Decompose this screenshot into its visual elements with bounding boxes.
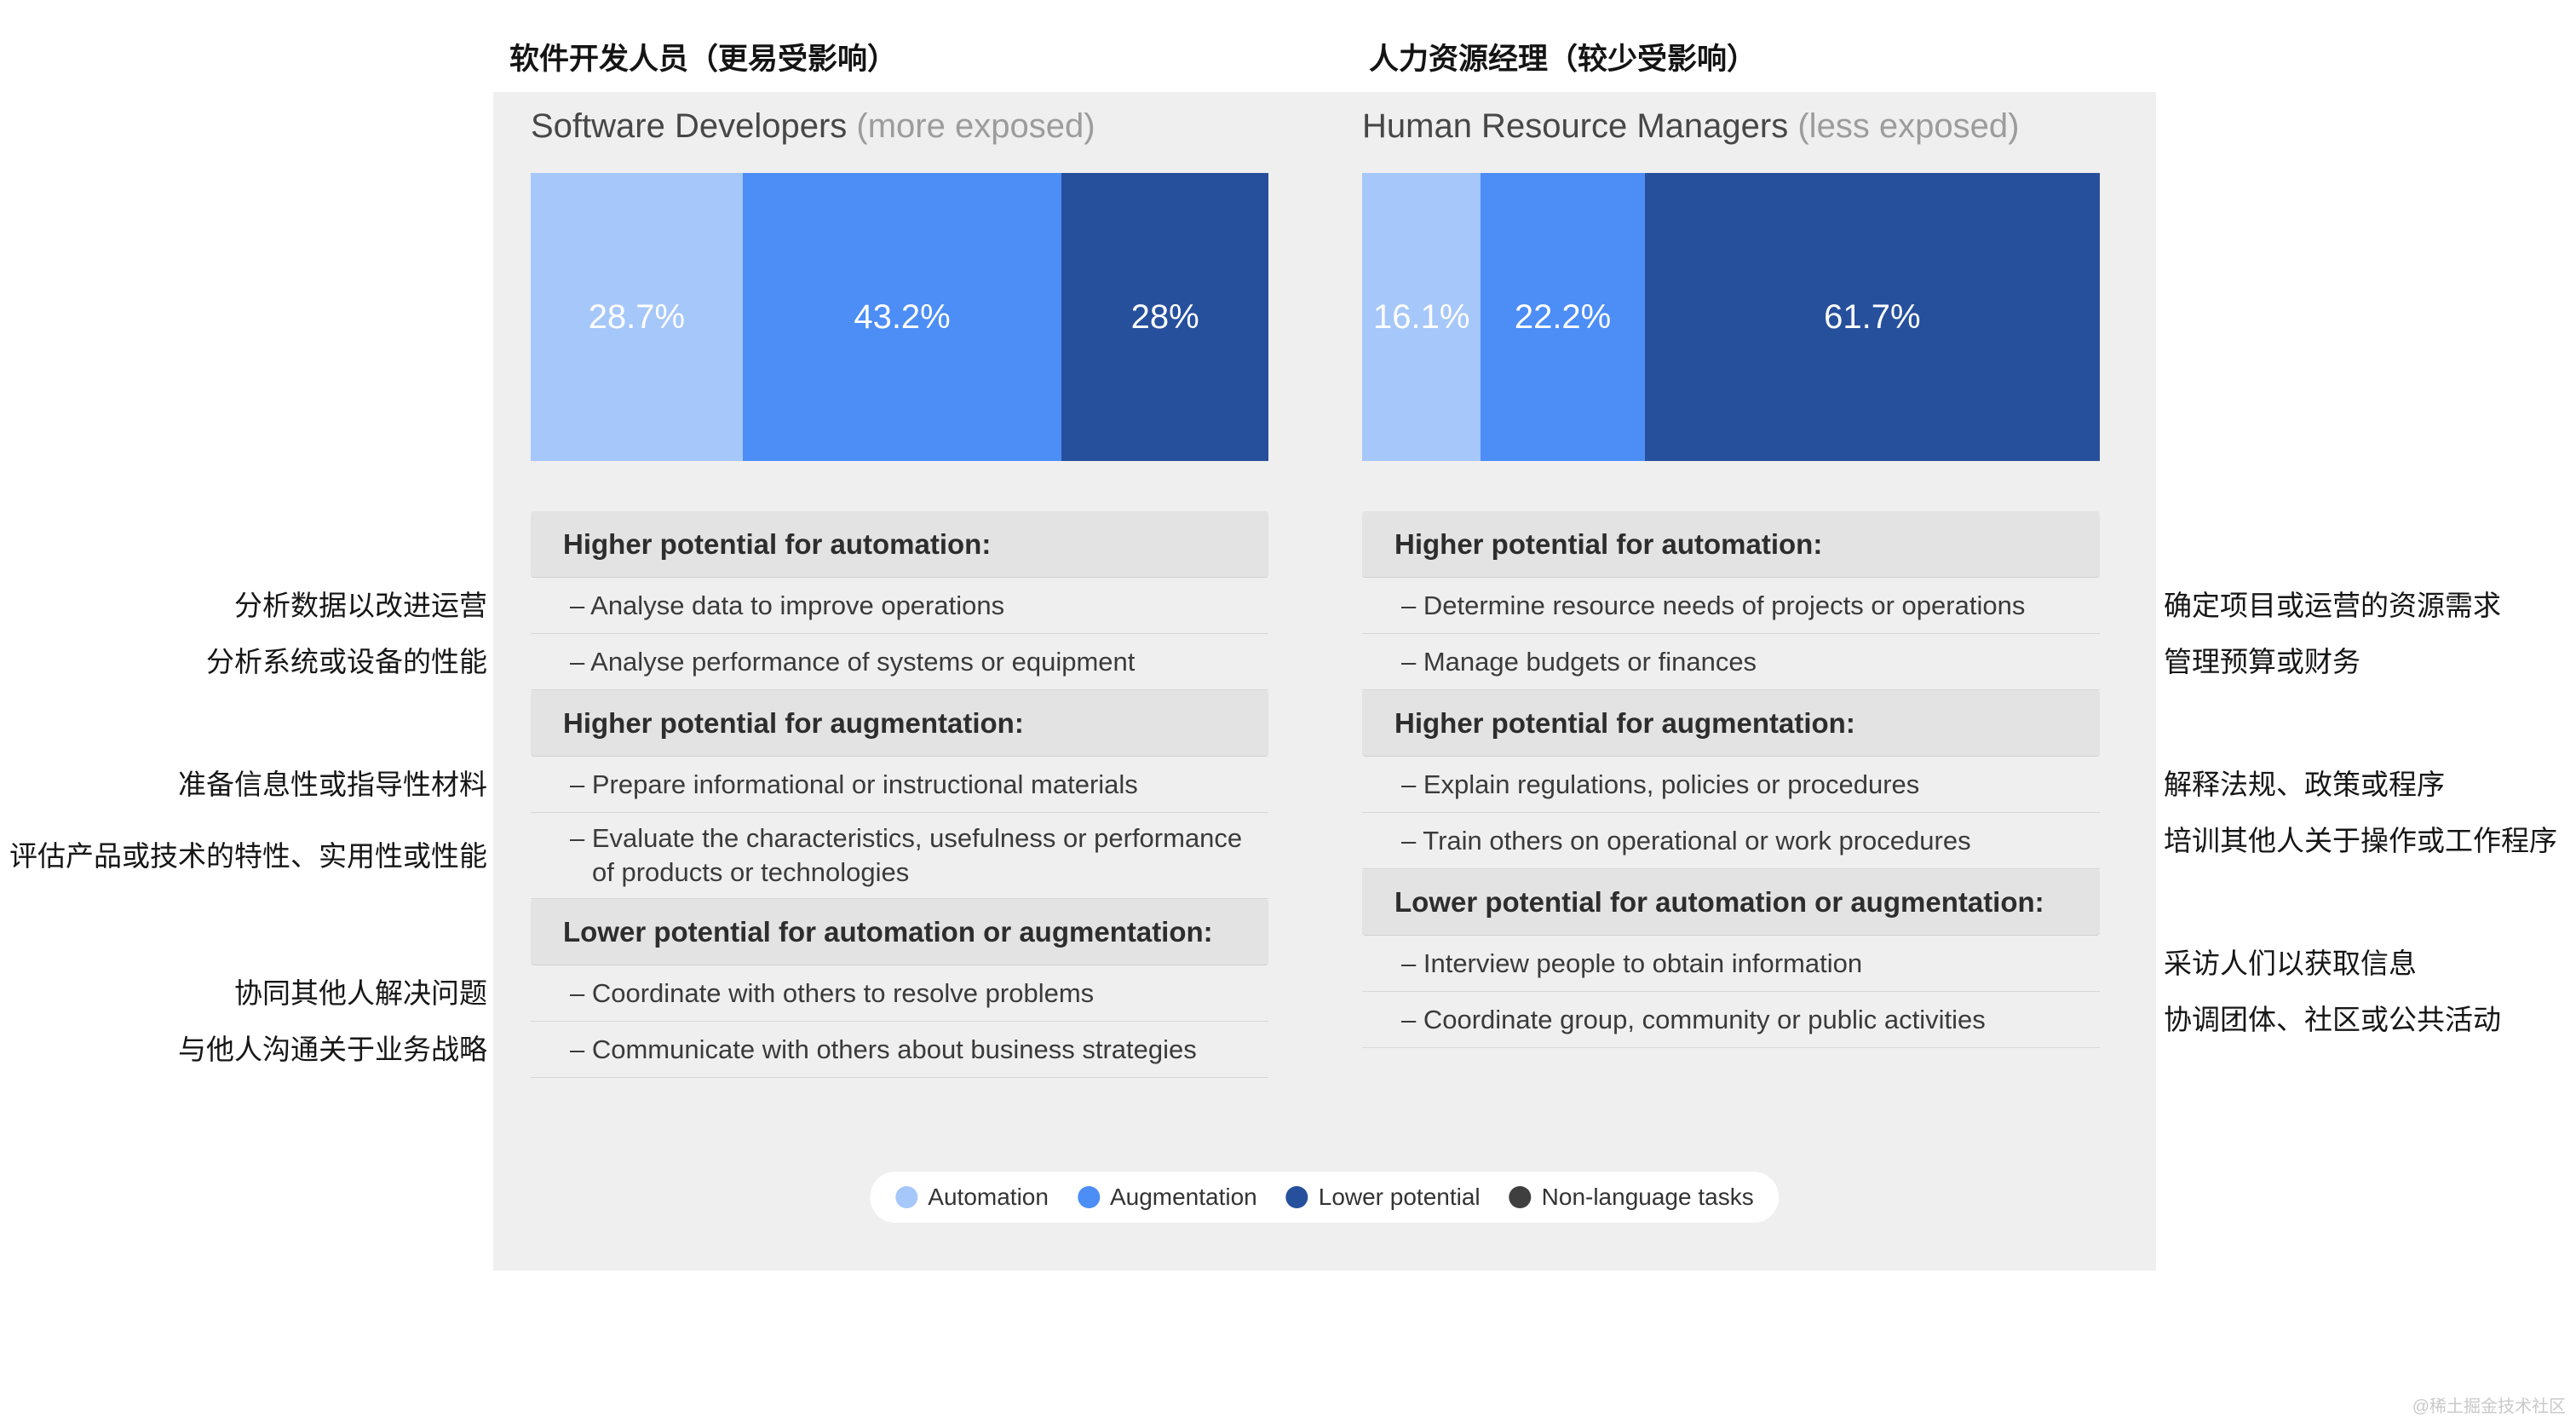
legend-color-dot-icon — [1077, 1186, 1100, 1208]
panel-title-main: Software Developers — [531, 107, 857, 145]
bar-segment: 61.7% — [1644, 173, 2100, 461]
legend-label: Automation — [928, 1184, 1049, 1210]
legend-color-dot-icon — [1285, 1186, 1308, 1208]
task-item-text: – Interview people to obtain information — [1401, 948, 1863, 978]
section-header: Higher potential for augmentation: — [531, 690, 1268, 757]
panel-title-main: Human Resource Managers — [1362, 107, 1798, 145]
legend-color-dot-icon — [895, 1186, 918, 1208]
task-item: – Evaluate the characteristics, usefulne… — [531, 813, 1268, 899]
bar-segment-value-label: 16.1% — [1373, 297, 1470, 336]
legend-color-dot-icon — [1509, 1186, 1532, 1208]
task-item: – Communicate with others about business… — [531, 1022, 1268, 1078]
legend-item: Automation — [895, 1184, 1049, 1211]
task-item-text: – Analyse performance of systems or equi… — [570, 646, 1136, 677]
task-item: – Analyse performance of systems or equi… — [531, 634, 1268, 690]
task-sections: Higher potential for automation: – Analy… — [531, 511, 1268, 1078]
task-item-text: – Evaluate the characteristics, usefulne… — [570, 823, 1243, 887]
task-item-text: – Manage budgets or finances — [1401, 646, 1757, 677]
task-annotation-zh: 协同其他人解决问题 — [234, 977, 487, 1009]
legend: Automation Augmentation Lower potential … — [870, 1172, 1780, 1223]
section-header: Lower potential for automation or augmen… — [1362, 869, 2100, 936]
task-item-text: – Determine resource needs of projects o… — [1401, 590, 2026, 620]
right-panel-zh-title: 人力资源经理（较少受影响） — [1369, 43, 1757, 76]
panel-title: Software Developers (more exposed) — [531, 106, 1095, 147]
task-item: – Determine resource needs of projects o… — [1362, 578, 2100, 634]
legend-label: Lower potential — [1318, 1184, 1481, 1210]
section-header: Higher potential for automation: — [1362, 511, 2100, 578]
stacked-bar: 28.7% 43.2% 28% — [531, 173, 1268, 461]
bar-segment-value-label: 22.2% — [1514, 297, 1612, 336]
task-annotation-zh: 采访人们以获取信息 — [2164, 948, 2417, 979]
bar-segment-value-label: 28% — [1130, 297, 1199, 336]
bar-segment-value-label: 43.2% — [854, 297, 951, 336]
legend-item: Lower potential — [1285, 1184, 1481, 1211]
task-item: – Interview people to obtain information — [1362, 936, 2100, 992]
task-sections: Higher potential for automation: – Deter… — [1362, 511, 2100, 1048]
legend-item: Non-language tasks — [1509, 1184, 1754, 1211]
task-item: – Coordinate with others to resolve prob… — [531, 965, 1268, 1022]
task-annotation-zh: 培训其他人关于操作或工作程序 — [2164, 825, 2557, 856]
legend-item: Augmentation — [1077, 1184, 1257, 1211]
bar-segment-value-label: 61.7% — [1824, 297, 1921, 336]
section-header: Higher potential for automation: — [531, 511, 1268, 578]
task-item-text: – Prepare informational or instructional… — [570, 769, 1138, 799]
bar-segment: 28% — [1061, 173, 1268, 461]
bar-segment: 43.2% — [742, 173, 1062, 461]
bar-segment-value-label: 28.7% — [588, 297, 686, 336]
stacked-bar: 16.1% 22.2% 61.7% — [1362, 173, 2100, 461]
panel-title-subtitle: (more exposed) — [856, 107, 1095, 145]
task-annotation-zh: 分析系统或设备的性能 — [206, 646, 487, 677]
task-annotation-zh: 解释法规、政策或程序 — [2164, 769, 2445, 800]
task-annotation-zh: 分析数据以改进运营 — [234, 590, 487, 621]
task-item: – Analyse data to improve operations — [531, 578, 1268, 634]
task-annotation-zh: 与他人沟通关于业务战略 — [178, 1034, 487, 1065]
task-item-text: – Explain regulations, policies or proce… — [1401, 769, 1920, 799]
bar-segment: 22.2% — [1481, 173, 1645, 461]
task-item-text: – Coordinate group, community or public … — [1401, 1004, 1986, 1034]
task-annotation-zh: 评估产品或技术的特性、实用性或性能 — [9, 839, 487, 872]
task-item-text: – Analyse data to improve operations — [570, 590, 1005, 620]
legend-label: Non-language tasks — [1541, 1184, 1754, 1210]
task-item-text: – Train others on operational or work pr… — [1401, 825, 1971, 856]
task-annotation-zh: 准备信息性或指导性材料 — [178, 769, 487, 800]
task-item-text: – Coordinate with others to resolve prob… — [570, 977, 1095, 1008]
legend-label: Augmentation — [1109, 1184, 1257, 1210]
task-item: – Train others on operational or work pr… — [1362, 813, 2100, 869]
panel-title: Human Resource Managers (less exposed) — [1362, 106, 2019, 147]
panel-software-developers: Software Developers (more exposed) 28.7%… — [531, 92, 1268, 1270]
task-annotation-zh: 协调团体、社区或公共活动 — [2164, 1004, 2501, 1035]
section-header: Lower potential for automation or augmen… — [531, 899, 1268, 965]
task-item: – Manage budgets or finances — [1362, 634, 2100, 690]
chart-panel: Software Developers (more exposed) 28.7%… — [493, 92, 2156, 1270]
panel-title-subtitle: (less exposed) — [1797, 107, 2020, 145]
bar-segment: 16.1% — [1362, 173, 1481, 461]
task-item: – Coordinate group, community or public … — [1362, 992, 2100, 1048]
section-header: Higher potential for augmentation: — [1362, 690, 2100, 757]
left-panel-zh-title: 软件开发人员（更易受影响） — [509, 43, 898, 76]
panel-hr-managers: Human Resource Managers (less exposed) 1… — [1362, 92, 2100, 1270]
task-item: – Prepare informational or instructional… — [531, 757, 1268, 813]
task-item-text: – Communicate with others about business… — [570, 1034, 1197, 1064]
task-annotation-zh: 确定项目或运营的资源需求 — [2164, 590, 2501, 621]
task-item: – Explain regulations, policies or proce… — [1362, 757, 2100, 813]
bar-segment: 28.7% — [531, 173, 743, 461]
watermark: @稀土掘金技术社区 — [2412, 1397, 2566, 1416]
task-annotation-zh: 管理预算或财务 — [2164, 646, 2360, 677]
